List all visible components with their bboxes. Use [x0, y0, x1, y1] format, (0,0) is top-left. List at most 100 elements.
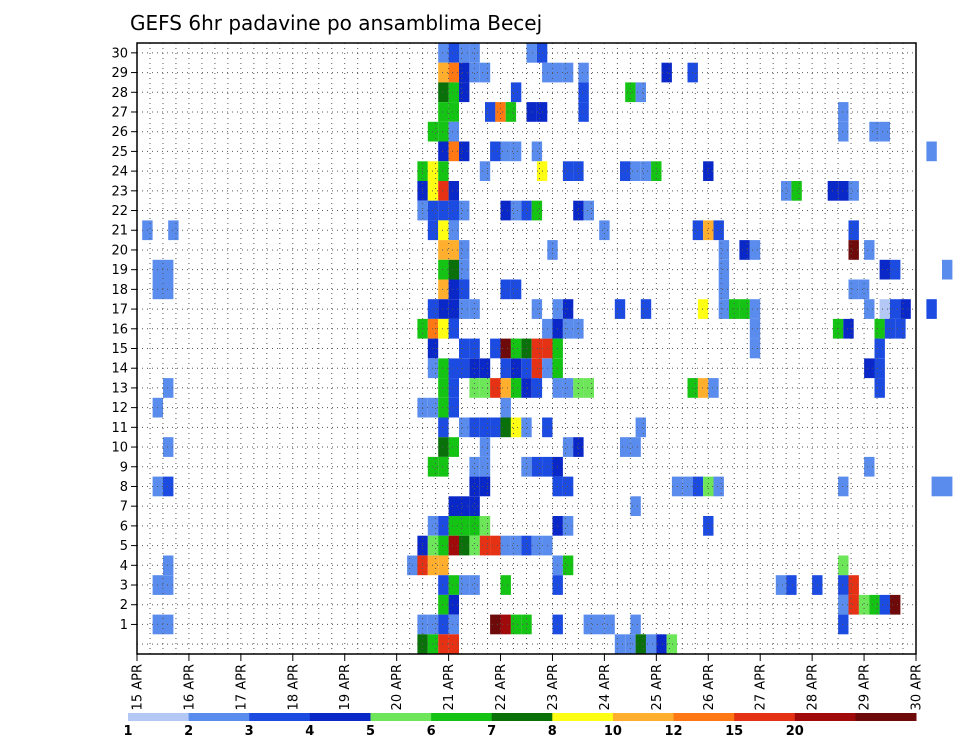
heatmap-cell-m12 [448, 397, 459, 418]
colorbar-label: 7 [487, 724, 496, 739]
heatmap-cell-m25 [510, 141, 522, 162]
heatmap-cell-m20 [739, 240, 750, 260]
colorbar-swatch [491, 713, 553, 721]
colorbar-label: 3 [245, 724, 254, 739]
heatmap-cell-m1 [510, 614, 522, 635]
y-tick-label: 17 [111, 303, 128, 318]
heatmap-cell-m30 [526, 43, 537, 63]
heatmap-cell-m16 [749, 318, 761, 339]
colorbar-swatch [431, 713, 493, 721]
heatmap-cell-m11 [521, 417, 532, 438]
heatmap-cell-m29 [469, 62, 480, 83]
heatmap-cell-m3 [775, 575, 787, 595]
heatmap-cell-m3 [438, 575, 449, 595]
colorbar-swatch [249, 713, 311, 721]
heatmap-cell-m8 [163, 476, 174, 497]
heatmap-cell-m19 [942, 259, 953, 280]
heatmap-cell-m8 [703, 476, 714, 497]
heatmap-cell-m17 [438, 299, 449, 319]
heatmap-cell-m12 [438, 397, 449, 418]
heatmap-cell-m15 [874, 338, 885, 359]
x-axis: 15 APR 16 APR 17 APR 18 APR 19 APR 20 APR 21 A… [131, 654, 925, 710]
heatmap-cell-m13 [573, 378, 584, 398]
heatmap-cell-m18 [848, 279, 859, 300]
y-tick-label: 20 [111, 243, 128, 258]
x-tick-label: 21 APR [442, 664, 457, 710]
heatmap-cell-m2 [448, 594, 459, 615]
heatmap-cell-m25 [459, 141, 470, 162]
heatmap-cell-m14 [459, 358, 470, 379]
heatmap-cell-m10 [479, 437, 491, 457]
heatmap-cell-m16 [895, 318, 906, 339]
heatmap-cell-m5 [500, 535, 511, 556]
heatmap-cell-m21 [448, 220, 459, 241]
heatmap-cell-m5 [510, 535, 522, 556]
x-tick-label: 17 APR [234, 664, 249, 710]
heatmap-cell-m0 [656, 634, 667, 654]
heatmap-cell-m22 [510, 200, 522, 221]
heatmap-cell-m27 [578, 102, 589, 122]
heatmap-cell-m15 [490, 338, 501, 359]
y-tick-label: 26 [111, 125, 128, 140]
heatmap-cell-m17 [459, 299, 470, 319]
heatmap-cell-m24 [438, 161, 449, 181]
heatmap-cell-m27 [505, 102, 517, 122]
heatmap-cell-m11 [459, 417, 470, 438]
x-tick-label: 27 APR [754, 664, 769, 710]
y-tick-label: 2 [120, 598, 128, 613]
heatmap-cell-m28 [459, 82, 470, 103]
heatmap-cell-m23 [848, 181, 859, 201]
heatmap-cell-m1 [500, 614, 511, 635]
heatmap-cell-m28 [448, 82, 459, 103]
heatmap-cell-m6 [479, 516, 491, 536]
heatmap-cell-m17 [614, 299, 626, 319]
y-tick-label: 4 [120, 559, 128, 574]
heatmap-cell-m5 [459, 535, 470, 556]
heatmap-cell-m4 [163, 555, 174, 576]
y-tick-label: 23 [111, 184, 128, 199]
heatmap-cell-m22 [521, 200, 532, 221]
heatmap-cell-m20 [749, 240, 761, 260]
heatmap-cell-m13 [438, 378, 449, 398]
heatmap-cell-m22 [448, 200, 459, 221]
x-tick-label: 15 APR [131, 664, 146, 710]
heatmap-cell-m19 [890, 259, 901, 280]
heatmap-cell-m24 [620, 161, 631, 181]
heatmap-cell-m2 [858, 594, 870, 615]
heatmap-cell-m6 [448, 516, 459, 536]
heatmap-cell-m7 [448, 496, 459, 516]
heatmap-cell-m27 [526, 102, 537, 122]
heatmap-cell-m0 [635, 634, 646, 654]
heatmap-cell-m11 [500, 417, 511, 438]
colorbar-swatch [309, 713, 371, 721]
heatmap-cell-m17 [448, 299, 459, 319]
heatmap-cell-m16 [843, 318, 854, 339]
heatmap-cell-m20 [459, 240, 470, 260]
heatmap-cell-m29 [661, 62, 672, 83]
heatmap-cell-m0 [666, 634, 678, 654]
heatmap-cell-m24 [562, 161, 574, 181]
colorbar-swatch [734, 713, 796, 721]
colorbar-label: 2 [184, 724, 193, 739]
heatmap-cell-m10 [630, 437, 641, 457]
heatmap-cell-m1 [604, 614, 615, 635]
heatmap-cell-m0 [448, 634, 459, 654]
heatmap-cell-m13 [697, 378, 709, 398]
heatmap-cell-m5 [438, 535, 449, 556]
heatmap-cell-m24 [651, 161, 662, 181]
heatmap-cell-m25 [926, 141, 937, 162]
y-tick-label: 7 [120, 500, 128, 515]
heatmap-cell-m9 [479, 456, 491, 477]
y-tick-label: 27 [111, 105, 128, 120]
colorbar-label: 20 [786, 724, 804, 739]
colorbar-label: 6 [427, 724, 436, 739]
heatmap-cell-m11 [479, 417, 491, 438]
heatmap-cell-m21 [438, 220, 449, 241]
heatmap-cell-m6 [562, 516, 574, 536]
colorbar-swatch [370, 713, 432, 721]
heatmap-cell-m27 [495, 102, 506, 122]
heatmap-cell-m17 [749, 299, 761, 319]
heatmap-cell-m15 [510, 338, 522, 359]
heatmap-cell-m14 [500, 358, 511, 379]
colorbar-swatch [188, 713, 250, 721]
